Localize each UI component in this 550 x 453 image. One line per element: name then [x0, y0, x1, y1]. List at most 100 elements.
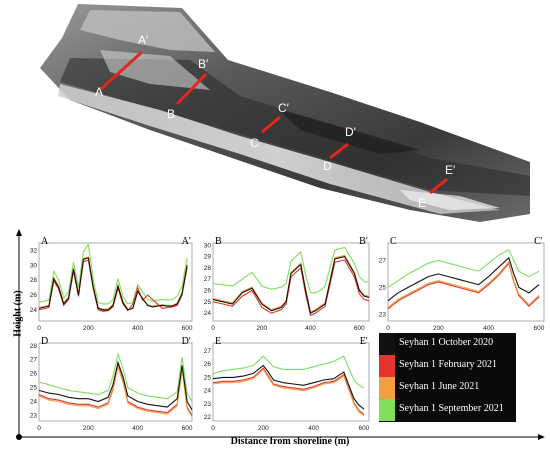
- profile-start-label: D: [41, 336, 48, 347]
- y-tick-label: 23: [379, 311, 387, 318]
- plot-frame: [38, 242, 193, 322]
- x-tick-label: 400: [483, 325, 494, 332]
- y-tick-label: 23: [30, 412, 38, 419]
- legend-item: Seyhan 1 February 2021: [379, 355, 516, 377]
- profile-end-label: D′: [345, 125, 357, 139]
- legend-item: Seyhan 1 October 2020: [379, 333, 516, 355]
- profile-end-label: C′: [278, 101, 290, 115]
- x-tick-label: 200: [258, 425, 269, 432]
- profile-start-label: B: [167, 107, 175, 121]
- profile-lines: A A′ B B′ C C′ D D′ E E′: [95, 33, 456, 210]
- x-tick-label: 400: [132, 325, 143, 332]
- x-tick-label: 600: [182, 425, 193, 432]
- legend-label: Seyhan 1 September 2021: [399, 403, 504, 414]
- plot-frame: [212, 242, 370, 322]
- profile-line-1: [175, 72, 208, 106]
- y-tick-label: 26: [30, 371, 38, 378]
- profile-chart-e: 0 200 400 600 22 23 24 25 26 27E E′: [197, 333, 375, 433]
- profile-chart-c: 0 200 400 600 23 25 27 C C′: [372, 233, 550, 333]
- profile-end-label: B′: [359, 236, 368, 247]
- x-tick-label: 600: [534, 325, 545, 332]
- profile-chart-d: 0 200 400 600 23 24 25 26 27 28 D D′: [23, 333, 198, 433]
- plot-frame: [212, 342, 370, 422]
- y-tick-label: 26: [204, 361, 212, 368]
- series-line-2: [38, 364, 193, 418]
- profile-line-4: [429, 177, 448, 195]
- y-tick-label: 32: [30, 247, 38, 254]
- y-tick-label: 28: [30, 277, 38, 284]
- x-tick-label: 0: [37, 325, 41, 332]
- terrain-strip: [40, 4, 530, 222]
- series-line-0: [387, 256, 540, 302]
- x-tick-label: 0: [211, 325, 215, 332]
- series-line-3: [212, 246, 370, 294]
- profile-line-2: [261, 115, 281, 134]
- series-line-3: [38, 243, 188, 305]
- legend-label: Seyhan 1 June 2021: [399, 381, 480, 392]
- legend-label: Seyhan 1 October 2020: [399, 337, 494, 348]
- legend-swatch: [379, 355, 395, 377]
- x-tick-label: 0: [211, 425, 215, 432]
- profile-end-label: A′: [138, 33, 149, 47]
- y-tick-label: 28: [30, 343, 38, 350]
- y-tick-label: 25: [204, 374, 212, 381]
- series-line-3: [212, 355, 365, 389]
- x-tick-label: 400: [305, 325, 316, 332]
- y-tick-label: 25: [30, 385, 38, 392]
- legend-label: Seyhan 1 February 2021: [399, 359, 498, 370]
- series-line-0: [38, 257, 188, 311]
- profile-start-label: C: [250, 136, 259, 150]
- profile-start-label: C: [390, 236, 397, 247]
- series-line-0: [212, 364, 365, 410]
- y-tick-label: 25: [204, 299, 212, 306]
- series-line-3: [387, 248, 540, 288]
- profile-chart-a: 0 200 400 600 24 26 28 30 32A A′: [23, 233, 198, 333]
- legend-swatch: [379, 333, 395, 355]
- x-axis-title: Distance from shoreline (m): [230, 436, 350, 447]
- x-tick-label: 600: [354, 325, 365, 332]
- legend-swatch: [379, 377, 395, 399]
- y-tick-label: 30: [204, 242, 212, 249]
- x-tick-label: 400: [132, 425, 143, 432]
- profile-start-label: D: [323, 159, 332, 173]
- profile-line-0: [99, 50, 144, 91]
- x-tick-label: 0: [37, 425, 41, 432]
- y-tick-label: 24: [204, 310, 212, 317]
- profile-end-label: E′: [360, 336, 368, 347]
- plot-frame: [387, 242, 545, 322]
- y-tick-label: 28: [204, 265, 212, 272]
- series-line-0: [38, 360, 193, 411]
- profile-chart-b: 0 200 400 600 24 25 26 27 28 29 30 B B′: [197, 233, 375, 333]
- series-line-2: [212, 368, 365, 417]
- profile-start-label: A: [41, 236, 49, 247]
- x-tick-label: 200: [433, 325, 444, 332]
- x-tick-label: 600: [359, 425, 370, 432]
- profile-line-3: [329, 142, 349, 160]
- y-tick-label: 22: [204, 414, 212, 421]
- series-line-3: [38, 352, 193, 402]
- profile-start-label: E: [215, 336, 221, 347]
- legend-swatch: [379, 399, 395, 421]
- y-tick-label: 29: [204, 254, 212, 261]
- y-tick-label: 23: [204, 401, 212, 408]
- y-tick-label: 24: [204, 388, 212, 395]
- x-tick-label: 600: [182, 325, 193, 332]
- y-tick-label: 27: [204, 276, 212, 283]
- series-line-2: [387, 260, 540, 309]
- profile-end-label: D′: [182, 336, 191, 347]
- profile-end-label: E′: [445, 163, 456, 177]
- y-tick-label: 26: [30, 292, 38, 299]
- profile-start-label: E: [418, 196, 426, 210]
- legend: Seyhan 1 October 2020 Seyhan 1 February 2…: [379, 333, 516, 422]
- x-tick-label: 400: [308, 425, 319, 432]
- y-tick-label: 27: [204, 348, 212, 355]
- legend-item: Seyhan 1 September 2021: [379, 399, 516, 421]
- profile-start-label: B: [215, 236, 222, 247]
- series-line-0: [212, 255, 370, 314]
- x-tick-label: 0: [386, 325, 390, 332]
- x-tick-label: 200: [256, 325, 267, 332]
- y-tick-label: 25: [379, 284, 387, 291]
- elevation-map: A A′ B B′ C C′ D D′ E E′: [40, 4, 530, 222]
- profile-end-label: A′: [182, 236, 191, 247]
